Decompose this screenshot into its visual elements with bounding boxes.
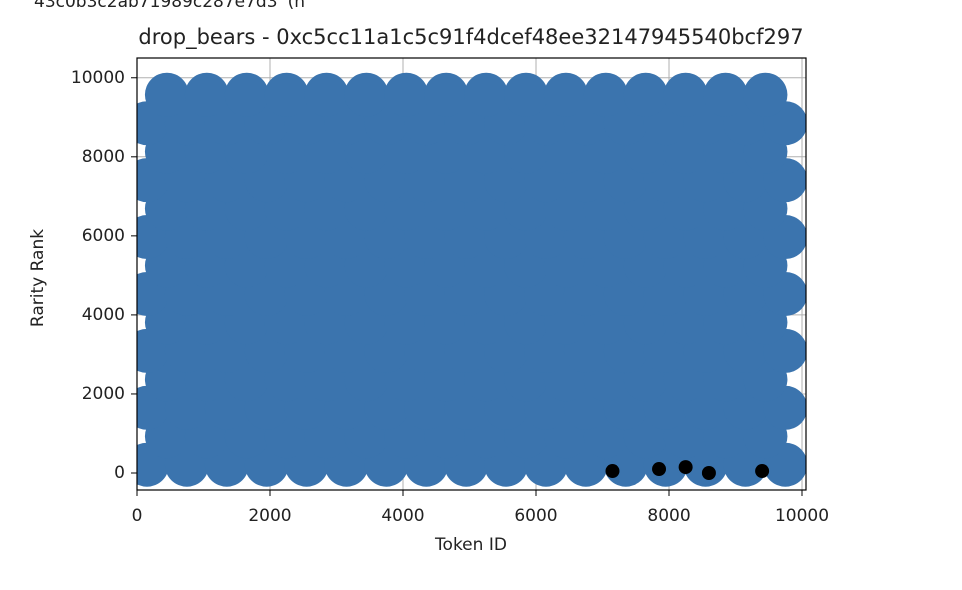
y-axis-label: Rarity Rank [28, 229, 48, 327]
x-tick-label: 2000 [248, 506, 291, 526]
y-tick-label: 8000 [82, 147, 125, 167]
y-tick-label: 6000 [82, 226, 125, 246]
scatter-point [743, 72, 788, 117]
scatter-point [344, 72, 389, 117]
highlight-point [652, 462, 667, 477]
x-tick-label: 8000 [647, 506, 690, 526]
highlight-point [678, 460, 693, 475]
scatter-point [184, 72, 229, 117]
chart-title: drop_bears - 0xc5cc11a1c5c91f4dcef48ee32… [138, 25, 803, 50]
y-tick-label: 0 [114, 463, 125, 483]
plot-frame [136, 57, 807, 491]
scatter-point [304, 72, 349, 117]
scatter-point [384, 72, 429, 117]
highlight-point [755, 464, 770, 479]
scatter-point [464, 72, 509, 117]
scatter-point [224, 72, 269, 117]
plot-area [137, 72, 806, 487]
x-tick-label: 10000 [775, 506, 829, 526]
y-tick-label: 2000 [82, 384, 125, 404]
highlight-point [701, 466, 716, 481]
scatter-point [703, 72, 748, 117]
x-tick-label: 0 [132, 506, 143, 526]
scatter-point [424, 72, 469, 117]
x-tick-label: 4000 [381, 506, 424, 526]
x-tick-label: 6000 [514, 506, 557, 526]
scatter-point [623, 72, 668, 117]
scatter-point [543, 72, 588, 117]
axes: 0 2000 4000 6000 8000 10000 0 2000 4000 6000 8000 1… [71, 57, 829, 526]
highlight-point [605, 464, 620, 479]
y-tick-label: 10000 [71, 68, 125, 88]
x-axis-label: Token ID [434, 535, 507, 555]
header-fragment: 43c0b3c2ab71989c287e7d3' (n [34, 0, 305, 12]
scatter-point [663, 72, 708, 117]
scatter-point [144, 72, 189, 117]
scatter-point [504, 72, 549, 117]
scatter-point [264, 72, 309, 117]
y-tick-label: 4000 [82, 305, 125, 325]
scatter-point [583, 72, 628, 117]
